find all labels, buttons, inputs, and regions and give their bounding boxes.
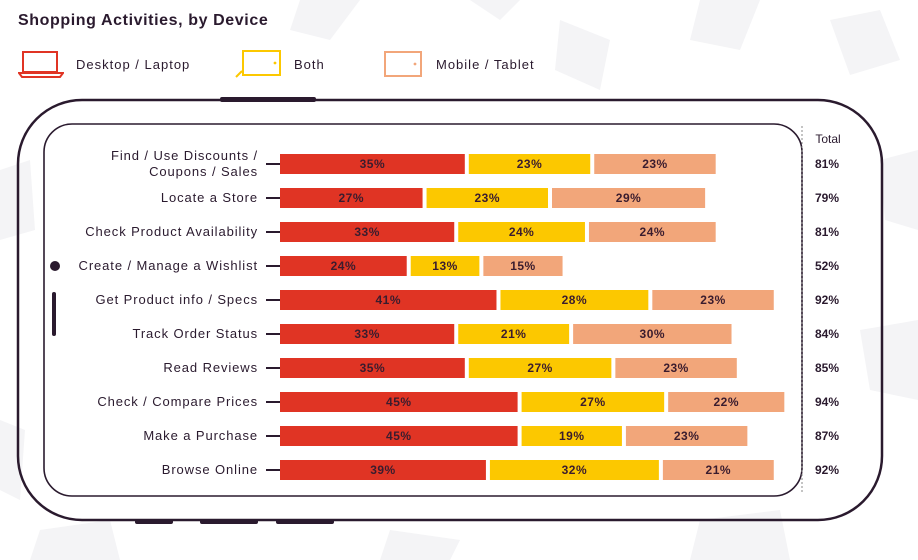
bar-value-label: 27% [527,361,553,375]
bar-value-label: 23% [663,361,689,375]
category-label: Make a Purchase [143,428,258,443]
bar-value-label: 24% [331,259,357,273]
chart-title: Shopping Activities, by Device [18,12,269,29]
legend-item-desktop: Desktop / Laptop [18,48,190,80]
bar-value-label: 45% [386,429,412,443]
bar-value-label: 23% [517,157,543,171]
legend-label: Mobile / Tablet [436,56,535,72]
laptop-icon [18,51,64,78]
total-value: 52% [815,259,839,273]
bar-value-label: 27% [339,191,365,205]
category-label: Check Product Availability [85,224,258,239]
bar-value-label: 13% [432,259,458,273]
bar-value-label: 30% [640,327,666,341]
category-label: Browse Online [162,462,258,477]
total-value: 85% [815,361,839,375]
legend-label: Desktop / Laptop [76,56,191,72]
legend-label: Both [294,56,325,72]
tablet-icon [384,51,422,77]
bar-value-label: 32% [562,463,588,477]
legend-item-both: Both [234,48,325,80]
bar-value-label: 35% [360,361,386,375]
bar-value-label: 23% [642,157,668,171]
bar-value-label: 29% [616,191,642,205]
bar-value-label: 35% [360,157,386,171]
bar-value-label: 21% [706,463,732,477]
total-value: 79% [815,191,839,205]
bar-value-label: 24% [509,225,535,239]
total-value: 94% [815,395,839,409]
bar-value-label: 41% [375,293,401,307]
category-label: Find / Use Discounts / Coupons / Sales [111,148,258,179]
total-column-header: Total [815,132,840,146]
category-label: Read Reviews [163,360,258,375]
legend: Desktop / Laptop Both Mobile / Tablet [18,48,618,80]
bar-value-label: 28% [562,293,588,307]
total-value: 87% [815,429,839,443]
legend-item-mobile: Mobile / Tablet [382,48,535,80]
bar-value-label: 15% [510,259,536,273]
bar-value-label: 24% [640,225,666,239]
bar-value-label: 22% [713,395,739,409]
bar-value-label: 27% [580,395,606,409]
bar-value-label: 39% [370,463,396,477]
total-value: 84% [815,327,839,341]
bar-value-label: 23% [674,429,700,443]
category-label: Create / Manage a Wishlist [79,258,258,273]
total-value: 92% [815,463,839,477]
bar-value-label: 33% [354,225,380,239]
tablet-icon [235,50,281,78]
bar-value-label: 23% [700,293,726,307]
category-label: Track Order Status [132,326,258,341]
category-label: Locate a Store [161,190,258,205]
bar-value-label: 45% [386,395,412,409]
category-label: Check / Compare Prices [97,394,258,409]
bar-value-label: 21% [501,327,527,341]
total-value: 81% [815,225,839,239]
bar-value-label: 33% [354,327,380,341]
bar-value-label: 19% [559,429,585,443]
total-value: 81% [815,157,839,171]
bar-value-label: 23% [475,191,501,205]
category-label: Get Product info / Specs [95,292,258,307]
total-value: 92% [815,293,839,307]
